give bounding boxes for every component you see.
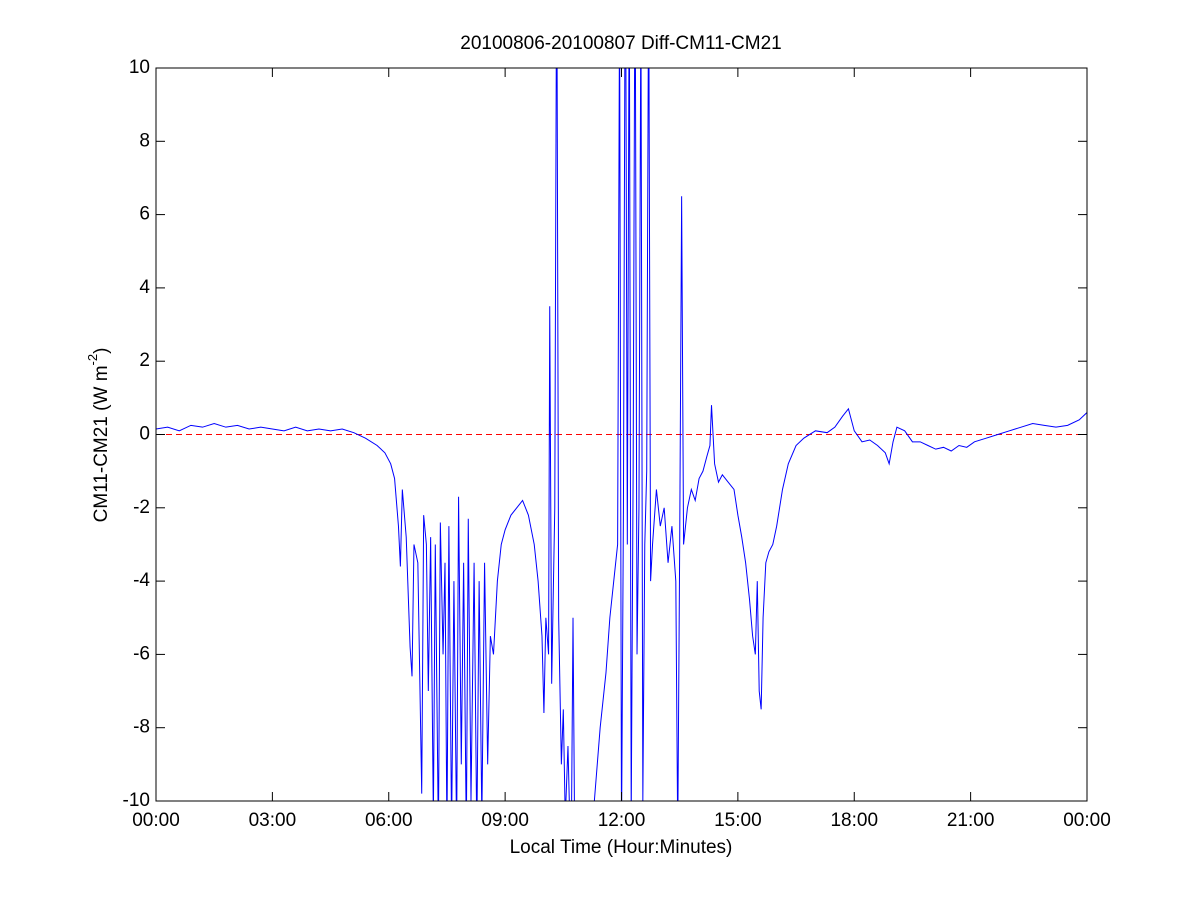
y-tick-label: -4 <box>133 570 150 591</box>
x-axis-label: Local Time (Hour:Minutes) <box>510 837 733 858</box>
x-tick-label: 09:00 <box>481 810 529 831</box>
x-tick-label: 06:00 <box>365 810 413 831</box>
y-tick-label: -10 <box>123 790 150 811</box>
y-tick-label: 8 <box>139 130 150 151</box>
y-axis-label: CM11-CM21 (W m-2) <box>85 348 112 523</box>
chart-title: 20100806-20100807 Diff-CM11-CM21 <box>460 33 781 54</box>
y-tick-label: 4 <box>139 277 150 298</box>
y-tick-label: -8 <box>133 717 150 738</box>
data-line <box>156 68 1087 801</box>
y-tick-label: -6 <box>133 643 150 664</box>
x-tick-label: 12:00 <box>598 810 646 831</box>
y-axis-label-text: CM11-CM21 (W m <box>91 365 112 522</box>
x-tick-label: 00:00 <box>132 810 180 831</box>
x-tick-label: 03:00 <box>249 810 297 831</box>
x-tick-label: 21:00 <box>947 810 995 831</box>
y-tick-label: 10 <box>129 57 150 78</box>
y-tick-label: 6 <box>139 204 150 225</box>
y-tick-label: 0 <box>139 424 150 445</box>
y-tick-label: -2 <box>133 497 150 518</box>
plot-area <box>156 68 1087 801</box>
x-tick-label: 15:00 <box>714 810 762 831</box>
x-tick-label: 00:00 <box>1063 810 1111 831</box>
y-axis-label-sup: -2 <box>85 354 100 366</box>
y-tick-label: 2 <box>139 350 150 371</box>
x-tick-label: 18:00 <box>830 810 878 831</box>
y-axis-label-end: ) <box>91 348 112 354</box>
